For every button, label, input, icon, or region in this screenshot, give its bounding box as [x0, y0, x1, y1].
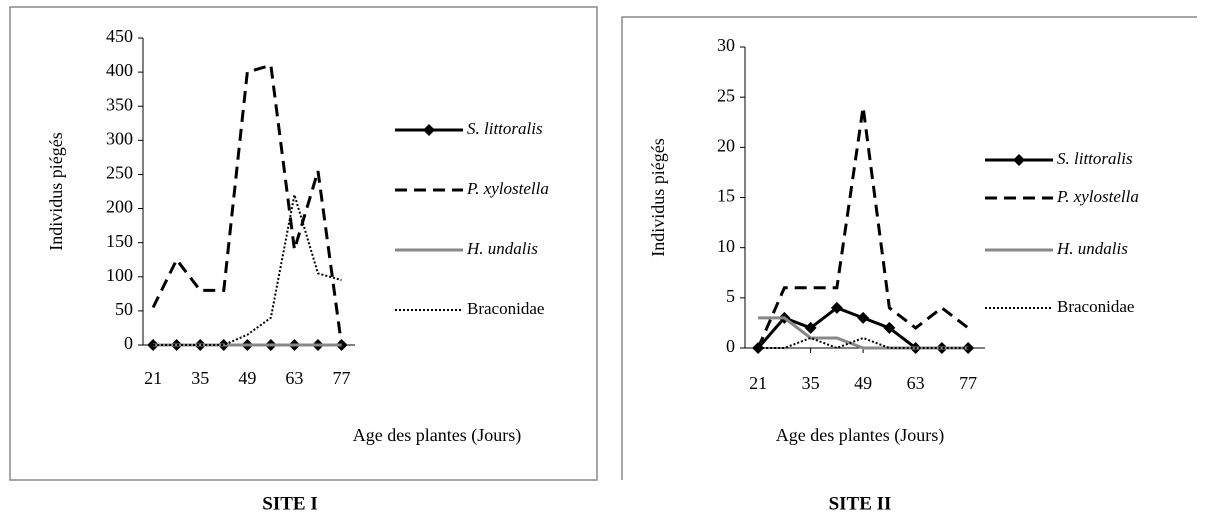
y-tick-label: 200 [106, 197, 133, 217]
legend-marker [1013, 154, 1025, 166]
y-tick-label: 250 [106, 163, 133, 183]
x-tick-label: 77 [959, 373, 977, 393]
y-tick-label: 100 [106, 265, 133, 285]
y-tick-label: 400 [106, 60, 133, 80]
y-tick-label: 15 [717, 186, 735, 206]
y-tick-label: 0 [726, 336, 735, 356]
y-tick-label: 350 [106, 94, 133, 114]
x-tick-label: 35 [191, 368, 209, 388]
marker [830, 301, 843, 314]
legend-label: S. littoralis [467, 119, 543, 138]
legend-label: H. undalis [466, 239, 538, 258]
panel-frame [621, 16, 1197, 480]
marker [883, 321, 896, 334]
x-tick-label: 63 [285, 368, 303, 388]
legend-label: P. xylostella [466, 179, 549, 198]
legend-label: Braconidae [467, 299, 544, 318]
x-tick-label: 49 [854, 373, 872, 393]
marker [804, 321, 817, 334]
y-tick-label: 5 [726, 286, 735, 306]
x-tick-label: 77 [333, 368, 351, 388]
y-tick-label: 25 [717, 85, 735, 105]
y-tick-label: 10 [717, 236, 735, 256]
y-tick-label: 20 [717, 135, 735, 155]
y-tick-label: 30 [717, 35, 735, 55]
legend-label: H. undalis [1056, 239, 1128, 258]
y-tick-label: 150 [106, 231, 133, 251]
x-tick-label: 21 [749, 373, 767, 393]
y-tick-label: 450 [106, 26, 133, 46]
series-line [758, 316, 969, 350]
y-tick-label: 300 [106, 128, 133, 148]
x-tick-label: 35 [802, 373, 820, 393]
x-tick-label: 49 [238, 368, 256, 388]
series-line [756, 106, 970, 349]
x-axis-title: Age des plantes (Jours) [353, 425, 521, 446]
legend-label: P. xylostella [1056, 187, 1139, 206]
legend-marker [423, 124, 435, 136]
marker [857, 311, 870, 324]
series-line [151, 63, 344, 346]
y-tick-label: 50 [115, 299, 133, 319]
y-axis-title: Individus piégés [648, 138, 668, 257]
series-line [153, 194, 342, 346]
panel-title: SITE I [262, 493, 317, 514]
panel-title: SITE II [829, 493, 892, 514]
panel-frame [9, 6, 598, 481]
y-tick-label: 0 [124, 333, 133, 353]
legend-label: Braconidae [1057, 297, 1134, 316]
x-tick-label: 63 [907, 373, 925, 393]
legend-label: S. littoralis [1057, 149, 1133, 168]
x-axis-title: Age des plantes (Jours) [776, 425, 944, 446]
y-axis-title: Individus piégés [46, 132, 66, 251]
x-tick-label: 21 [144, 368, 162, 388]
